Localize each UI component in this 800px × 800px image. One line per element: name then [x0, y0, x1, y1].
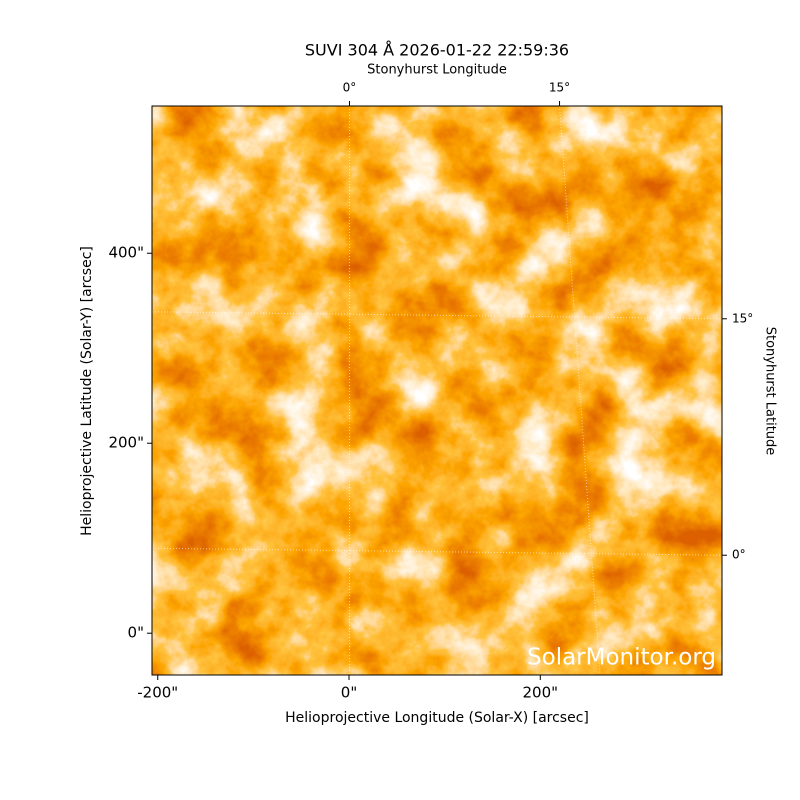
grid-line	[151, 547, 723, 556]
y2-tick-label: 0°	[732, 548, 746, 562]
x2-axis-label: Stonyhurst Longitude	[367, 63, 507, 78]
y2-tick-label: 15°	[732, 311, 753, 325]
y-tick-label: 0"	[128, 624, 144, 642]
x-axis-label: Helioprojective Longitude (Solar-X) [arc…	[285, 710, 589, 726]
grid-line	[151, 311, 723, 320]
x-tick-label: 0"	[341, 684, 357, 702]
watermark: SolarMonitor.org	[527, 645, 716, 671]
y-axis-label: Helioprojective Latitude (Solar-Y) [arcs…	[79, 246, 95, 536]
x2-tick-label: 0°	[343, 81, 357, 95]
y-tick-label: 200"	[108, 434, 144, 452]
x-tick-label: 200"	[523, 684, 559, 702]
y2-axis-label: Stonyhurst Latitude	[763, 327, 778, 456]
grid-line	[559, 105, 601, 676]
y-tick-label: 400"	[108, 244, 144, 262]
chart-title: SUVI 304 Å 2026-01-22 22:59:36	[305, 41, 569, 60]
plot-frame	[151, 105, 723, 676]
x2-tick-label: 15°	[549, 81, 570, 95]
solar-image	[152, 106, 722, 675]
x-tick-label: -200"	[137, 684, 178, 702]
